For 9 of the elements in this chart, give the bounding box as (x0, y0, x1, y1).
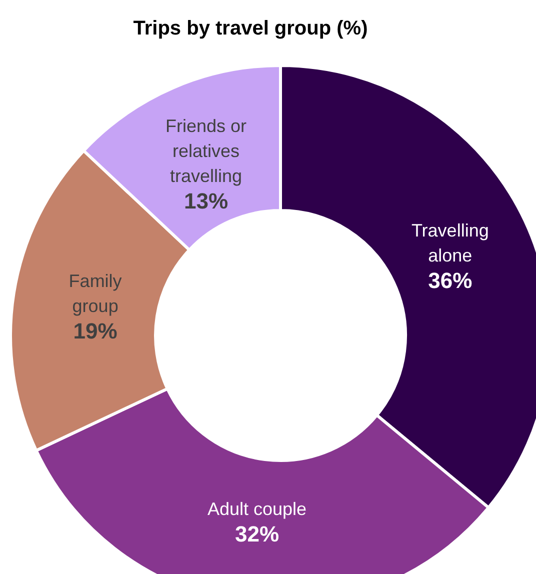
data-label: 13% (184, 188, 228, 214)
data-label: 32% (234, 522, 280, 547)
slice-label: Adult couple (207, 499, 307, 520)
data-label: 36% (428, 268, 472, 294)
data-label: 19% (73, 318, 118, 344)
slice-label: Family group (68, 271, 122, 316)
slice-label: Travelling alone (411, 220, 489, 266)
chart-title: Trips by travel group (%) (133, 18, 368, 40)
slice-label: Friends or relatives travelling (166, 116, 247, 186)
